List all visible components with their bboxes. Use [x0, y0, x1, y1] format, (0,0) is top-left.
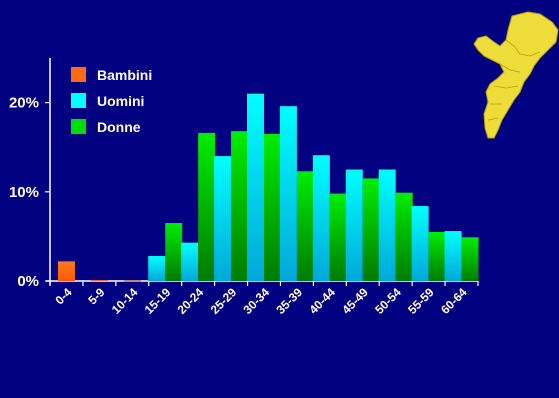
chart-legend: Bambini Uomini Donne — [71, 67, 152, 135]
bar-uomini-30-34 — [247, 93, 264, 282]
x-tick-label: 55-59 — [405, 285, 437, 317]
x-tick-label: 0-4 — [52, 285, 74, 307]
legend-label-donne: Donne — [97, 119, 141, 135]
bar-bambini-0-4 — [57, 261, 75, 281]
bar-uomini-45-49 — [345, 169, 363, 281]
legend-label-bambini: Bambini — [97, 67, 152, 83]
y-tick-label: 0% — [17, 273, 39, 290]
bar-donne-50-54 — [395, 192, 413, 281]
x-tick-label: 20-24 — [175, 285, 207, 317]
x-tick-label: 45-49 — [339, 285, 371, 317]
x-tick-label: 40-44 — [306, 285, 338, 317]
legend-swatch-bambini — [71, 67, 86, 82]
bar-donne-55-59 — [428, 231, 446, 281]
legend-swatch-uomini — [71, 93, 86, 108]
bar-uomini-25-29 — [214, 156, 232, 281]
legend-swatch-donne — [71, 119, 86, 134]
x-tick-label: 25-29 — [208, 285, 240, 317]
bar-uomini-55-59 — [411, 206, 429, 281]
bar-uomini-40-44 — [312, 155, 330, 281]
bar-uomini-60-64 — [444, 231, 462, 281]
x-tick-label: 50-54 — [372, 285, 404, 317]
x-tick-label: 5-9 — [85, 285, 107, 307]
bar-donne-60-64 — [461, 237, 479, 281]
bar-bambini-5-9 — [90, 280, 108, 281]
x-tick-label: 60-64 — [438, 285, 470, 317]
bar-donne-30-34 — [264, 133, 281, 281]
bar-donne-20-24 — [198, 132, 216, 281]
mozambique-map-icon — [473, 11, 559, 139]
y-tick-label: 20% — [9, 95, 39, 112]
bar-donne-35-39 — [296, 171, 314, 281]
x-axis-labels: 0-4 5-9 10-14 15-19 20-24 25-29 30-34 35-39 40-4… — [52, 285, 469, 317]
bar-donne-45-49 — [362, 178, 380, 281]
y-tick-label: 10% — [9, 184, 39, 201]
bar-donne-40-44 — [329, 193, 347, 281]
bar-uomini-15-19 — [148, 256, 166, 281]
bar-uomini-50-54 — [378, 169, 396, 281]
bar-bambini-10-14 — [123, 280, 141, 282]
legend-label-uomini: Uomini — [97, 93, 144, 109]
y-axis-ticks: 0% 10% 20% — [9, 95, 50, 290]
bar-donne-25-29 — [231, 131, 249, 281]
x-tick-label: 10-14 — [109, 285, 141, 317]
x-tick-label: 15-19 — [142, 285, 174, 317]
x-tick-label: 35-39 — [273, 285, 305, 317]
chart-bars — [57, 93, 479, 282]
x-tick-label: 30-34 — [241, 285, 273, 317]
bar-uomini-35-39 — [279, 106, 297, 281]
bar-donne-15-19 — [165, 223, 183, 281]
bar-uomini-20-24 — [181, 242, 199, 281]
